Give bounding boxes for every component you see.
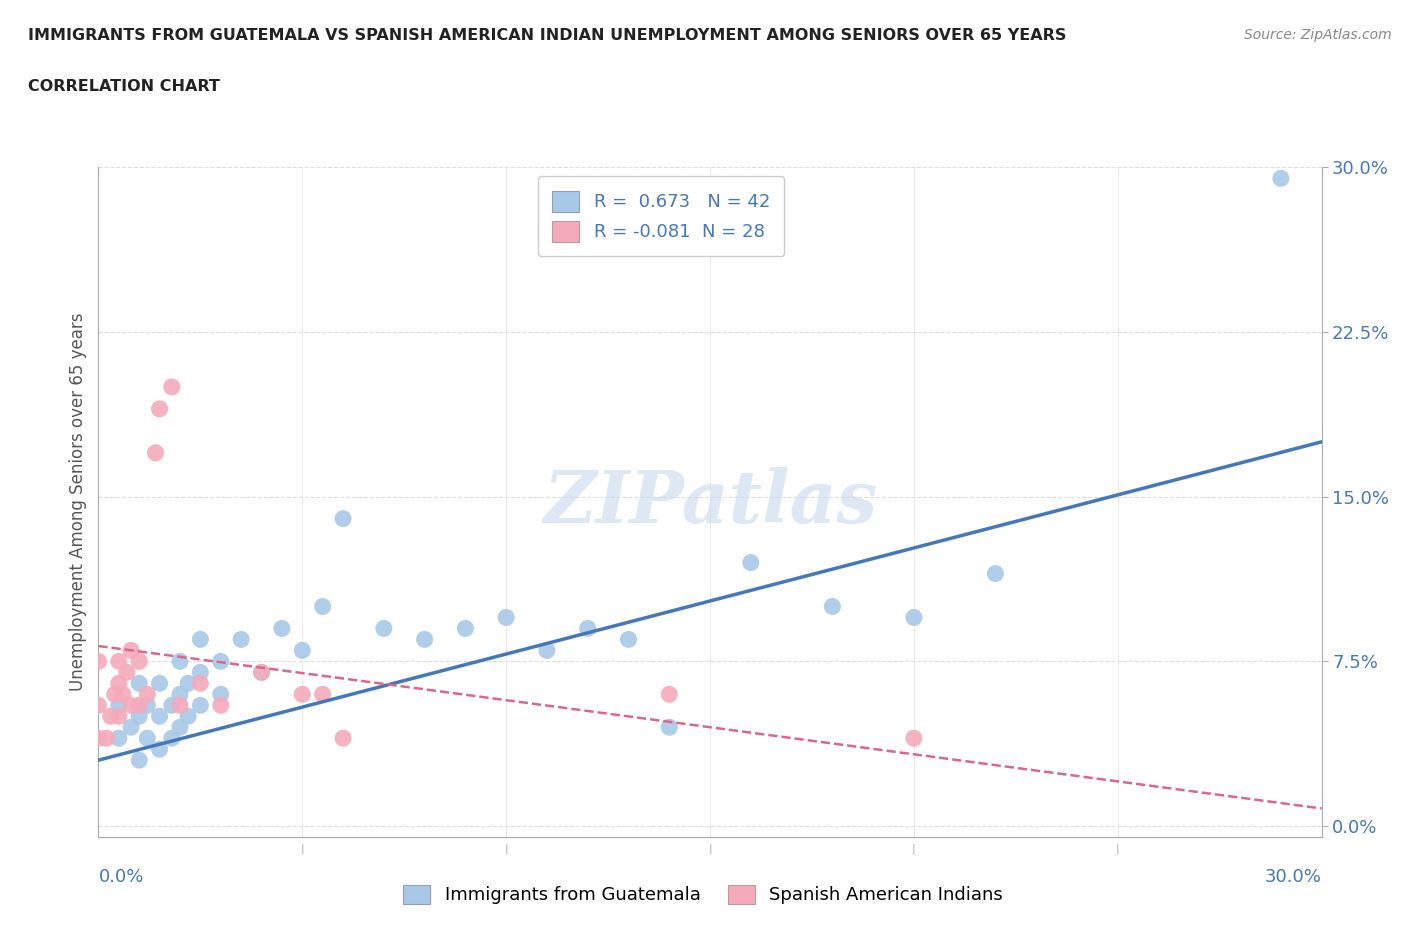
Point <box>413 632 436 647</box>
Point <box>903 610 925 625</box>
Point <box>111 687 134 702</box>
Point <box>576 621 599 636</box>
Text: 30.0%: 30.0% <box>1265 868 1322 885</box>
Point <box>120 698 142 712</box>
Point <box>149 402 172 417</box>
Point <box>136 731 159 746</box>
Point <box>108 731 131 746</box>
Point <box>100 709 122 724</box>
Point <box>209 698 232 712</box>
Point <box>145 445 167 460</box>
Point <box>270 621 294 636</box>
Point <box>177 709 200 724</box>
Legend: Immigrants from Guatemala, Spanish American Indians: Immigrants from Guatemala, Spanish Ameri… <box>396 878 1010 911</box>
Text: IMMIGRANTS FROM GUATEMALA VS SPANISH AMERICAN INDIAN UNEMPLOYMENT AMONG SENIORS : IMMIGRANTS FROM GUATEMALA VS SPANISH AME… <box>28 28 1067 43</box>
Text: |: | <box>912 844 915 855</box>
Point <box>250 665 273 680</box>
Point <box>291 687 314 702</box>
Text: CORRELATION CHART: CORRELATION CHART <box>28 79 219 94</box>
Point <box>149 676 172 691</box>
Point <box>160 731 183 746</box>
Text: |: | <box>301 844 304 855</box>
Point <box>188 698 212 712</box>
Point <box>169 687 191 702</box>
Point <box>160 379 183 394</box>
Point <box>87 731 110 746</box>
Point <box>128 654 150 669</box>
Point <box>617 632 640 647</box>
Point <box>96 731 118 746</box>
Point <box>821 599 844 614</box>
Point <box>1270 171 1292 186</box>
Point <box>104 687 127 702</box>
Point <box>291 643 314 658</box>
Point <box>128 698 150 712</box>
Point <box>231 632 253 647</box>
Point <box>332 512 354 526</box>
Point <box>903 731 925 746</box>
Point <box>332 731 354 746</box>
Point <box>250 665 273 680</box>
Point <box>108 654 131 669</box>
Point <box>188 676 212 691</box>
Point <box>115 665 138 680</box>
Point <box>373 621 395 636</box>
Text: |: | <box>709 844 711 855</box>
Point <box>160 698 183 712</box>
Text: 0.0%: 0.0% <box>98 868 143 885</box>
Point <box>495 610 517 625</box>
Point <box>108 676 131 691</box>
Legend: R =  0.673   N = 42, R = -0.081  N = 28: R = 0.673 N = 42, R = -0.081 N = 28 <box>537 177 785 256</box>
Point <box>128 752 150 767</box>
Text: ZIPatlas: ZIPatlas <box>543 467 877 538</box>
Point <box>87 698 110 712</box>
Point <box>984 566 1007 581</box>
Point <box>312 599 335 614</box>
Point <box>740 555 762 570</box>
Point <box>136 698 159 712</box>
Point <box>658 720 681 735</box>
Point <box>536 643 558 658</box>
Point <box>209 654 232 669</box>
Point <box>149 742 172 757</box>
Point <box>128 709 150 724</box>
Point <box>108 698 131 712</box>
Text: |: | <box>1116 844 1119 855</box>
Point <box>454 621 477 636</box>
Text: Source: ZipAtlas.com: Source: ZipAtlas.com <box>1244 28 1392 42</box>
Point <box>120 643 142 658</box>
Point <box>149 709 172 724</box>
Point <box>120 720 142 735</box>
Point <box>312 687 335 702</box>
Point <box>169 654 191 669</box>
Point <box>169 720 191 735</box>
Point <box>209 687 232 702</box>
Point <box>128 676 150 691</box>
Point <box>169 698 191 712</box>
Point <box>658 687 681 702</box>
Point <box>188 632 212 647</box>
Point <box>188 665 212 680</box>
Point <box>177 676 200 691</box>
Y-axis label: Unemployment Among Seniors over 65 years: Unemployment Among Seniors over 65 years <box>69 313 87 691</box>
Point <box>136 687 159 702</box>
Text: |: | <box>505 844 508 855</box>
Point <box>108 709 131 724</box>
Point <box>87 654 110 669</box>
